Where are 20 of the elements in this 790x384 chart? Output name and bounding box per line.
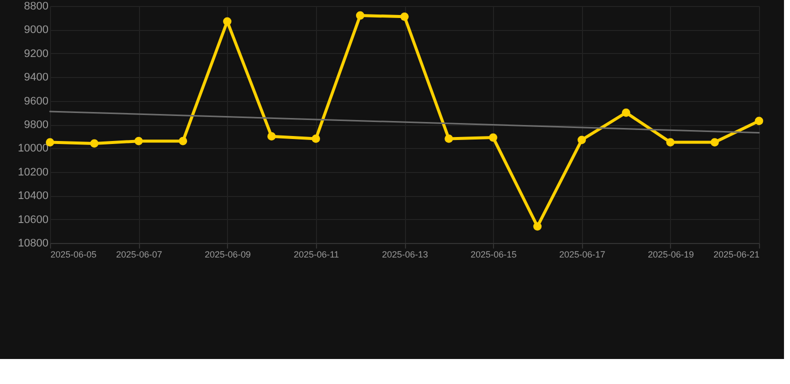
y-tick-label: 9400	[24, 72, 48, 84]
x-tick-label: 2025-06-11	[294, 250, 340, 260]
x-tick-label: 2025-06-05	[50, 250, 97, 260]
y-tick-label: 8800	[24, 0, 48, 12]
y-tick-label: 10400	[18, 190, 48, 202]
y-tick-label: 9000	[24, 24, 48, 36]
y-tick-label: 9200	[24, 48, 48, 60]
x-tick-label: 2025-06-21	[713, 250, 760, 260]
x-tick-label: 2025-06-07	[116, 250, 162, 260]
y-tick-label: 10600	[18, 214, 48, 226]
x-tick-label: 2025-06-19	[648, 250, 694, 260]
x-tick-label: 2025-06-15	[470, 250, 517, 260]
x-tick-label: 2025-06-17	[559, 250, 606, 260]
y-tick-label: 9800	[24, 119, 48, 131]
x-tick-label: 2025-06-09	[204, 250, 251, 260]
y-tick-label: 10800	[18, 238, 48, 250]
y-tick-label: 9600	[24, 95, 48, 108]
x-tick-label: 2025-06-13	[382, 250, 428, 260]
y-tick-label: 10200	[18, 166, 48, 178]
y-tick-label: 10000	[18, 142, 48, 155]
